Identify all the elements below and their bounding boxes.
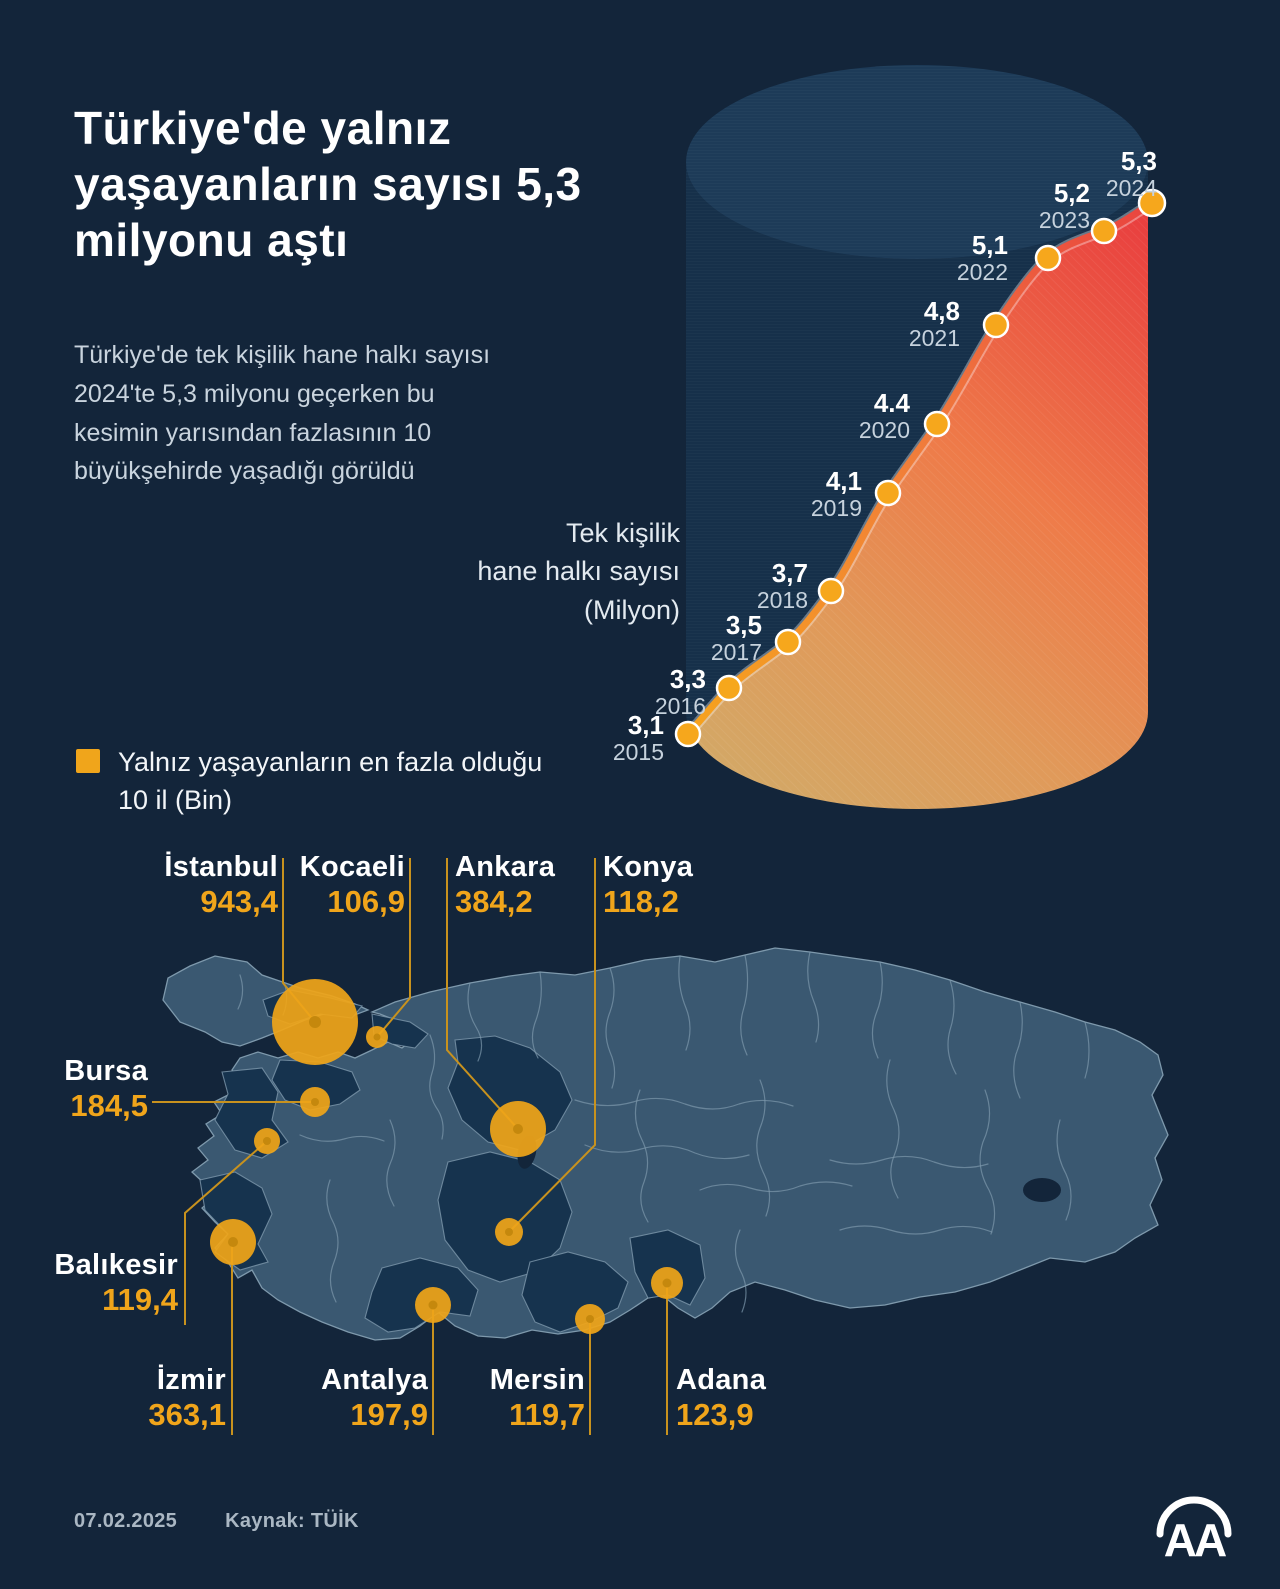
- description: Türkiye'de tek kişilik hane halkı sayısı…: [74, 341, 491, 486]
- chart-axis-label: Tek kişilik hane halkı sayısı (Milyon): [477, 518, 680, 625]
- chart-point-2016: 3,3 2016: [654, 664, 706, 719]
- city-label-adana: Adana 123,9: [676, 1364, 767, 1433]
- footer-source: Kaynak: TÜİK: [225, 1510, 359, 1532]
- data-point-markers: [674, 188, 1167, 748]
- legend-swatch-icon: [76, 749, 100, 773]
- aa-logo-text: AA: [1164, 1514, 1226, 1566]
- page-title: Türkiye'de yalnız yaşayanların sayısı 5,…: [74, 102, 582, 267]
- chart-point-2019: 4,1 2019: [810, 466, 862, 521]
- city-label-mersin: Mersin 119,7: [489, 1364, 585, 1433]
- chart-point-2018: 3,7 2018: [756, 558, 808, 613]
- cylinder-chart: [674, 65, 1167, 809]
- chart-point-2015: 3,1 2015: [612, 710, 664, 765]
- city-label-kocaeli: Kocaeli 106,9: [299, 851, 405, 920]
- city-label-izmir: İzmir 363,1: [148, 1364, 226, 1433]
- map-legend-line1: Yalnız yaşayanların en fazla olduğu: [118, 747, 543, 777]
- aa-logo: AA: [1156, 1496, 1232, 1566]
- footer: 07.02.2025 Kaynak: TÜİK: [74, 1510, 359, 1533]
- turkey-map: [152, 858, 1169, 1435]
- chart-point-2017: 3,5 2017: [710, 610, 762, 665]
- city-bubble-dots: [228, 1016, 672, 1323]
- chart-point-2024: 5,3 2024: [1105, 146, 1157, 201]
- map-lake-van: [1023, 1178, 1061, 1202]
- map-legend: Yalnız yaşayanların en fazla olduğu 10 i…: [76, 744, 542, 820]
- footer-date: 07.02.2025: [74, 1510, 178, 1532]
- city-label-konya: Konya 118,2: [603, 851, 694, 920]
- city-label-balikesir: Balıkesir 119,4: [54, 1249, 178, 1318]
- aa-logo-arc: [1156, 1496, 1232, 1538]
- map-province-borders: [237, 951, 1090, 1313]
- map-connector-lines: [152, 858, 668, 1435]
- chart-point-2021: 4,8 2021: [908, 296, 960, 351]
- map-legend-line2: 10 il (Bin): [118, 784, 233, 815]
- chart-point-2020: 4.4 2020: [858, 388, 910, 443]
- chart-point-2023: 5,2 2023: [1038, 178, 1090, 233]
- chart-point-2022: 5,1 2022: [956, 230, 1008, 285]
- city-label-bursa: Bursa 184,5: [64, 1055, 148, 1124]
- city-label-istanbul: İstanbul 943,4: [164, 851, 278, 920]
- city-label-ankara: Ankara 384,2: [455, 851, 556, 920]
- city-label-antalya: Antalya 197,9: [321, 1364, 428, 1433]
